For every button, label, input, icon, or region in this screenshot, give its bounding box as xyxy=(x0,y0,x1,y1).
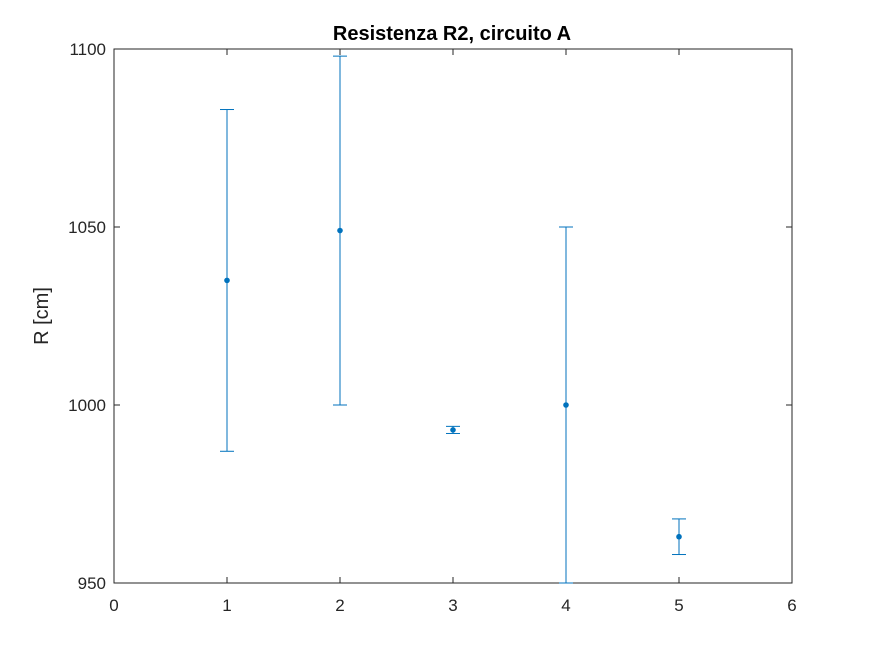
data-point xyxy=(676,533,682,540)
x-tick-label: 3 xyxy=(448,596,457,615)
y-tick-label: 1050 xyxy=(68,218,106,237)
data-point xyxy=(450,427,456,433)
y-tick-label: 1100 xyxy=(69,40,106,59)
x-tick-label: 6 xyxy=(787,596,796,615)
data-point xyxy=(563,402,569,408)
x-tick-label: 0 xyxy=(109,596,118,615)
chart-title: Resistenza R2, circuito A xyxy=(333,23,571,45)
plot-box xyxy=(113,48,793,584)
x-tick-label: 4 xyxy=(561,596,570,615)
x-tick-label: 2 xyxy=(335,596,344,615)
x-tick-label: 5 xyxy=(674,596,683,615)
y-tick-label: 950 xyxy=(78,574,106,593)
y-axis-label: R [cm] xyxy=(31,287,53,345)
y-tick-label: 1000 xyxy=(68,396,106,415)
data-point xyxy=(224,277,230,284)
plot-area: 0 1 2 3 4 5 6 950 1000 1050 1100 xyxy=(68,40,797,615)
x-tick-label: 1 xyxy=(222,596,231,615)
data-point xyxy=(337,227,343,234)
